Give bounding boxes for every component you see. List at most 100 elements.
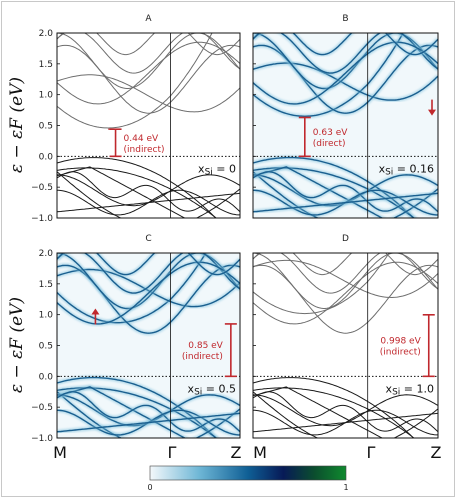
band-line-A-10 (57, 166, 186, 218)
xsi-symbol-D: x (386, 382, 393, 395)
band-line-C-6 (57, 253, 240, 276)
band-line-C-5 (57, 261, 240, 325)
band-line-A-14 (57, 192, 240, 213)
ytick-label-A-6: −1.0 (31, 214, 53, 224)
xsi-symbol-C: x (188, 382, 195, 395)
xsi-annotation-B: xSi = 0.16 (379, 162, 434, 177)
xsi-symbol-A: x (198, 162, 205, 175)
ytick-label-A-0: 2.0 (39, 29, 54, 39)
ytick-label-A-1: 1.5 (39, 60, 53, 70)
xsi-subscript-B: Si (385, 167, 393, 177)
band-line-C-14 (57, 412, 240, 433)
ytick-label-A-4: 0.0 (39, 152, 54, 162)
band-line-B-14 (253, 192, 438, 213)
band-line-A-12 (57, 171, 240, 213)
ytick-label-A-3: 0.5 (39, 122, 53, 132)
panel-title-C: C (145, 234, 151, 244)
xsi-value-B: = 0.16 (393, 162, 434, 175)
panel-frame-A (56, 32, 241, 219)
arrow-head-B (428, 109, 436, 116)
gap-value-label-A: 0.44 eV (124, 134, 159, 144)
xsi-annotation-C: xSi = 0.5 (188, 382, 236, 397)
band-line-C-9 (57, 391, 240, 438)
kpath-label-gamma-left: Γ (168, 443, 177, 462)
band-line-A-1 (57, 74, 240, 113)
gap-value-label-C: 0.85 eV (188, 341, 223, 351)
panel-title-A: A (145, 14, 152, 24)
y-axis-label-top: ε − εF (eV) (7, 77, 27, 173)
ytick-label-C-6: −1.0 (31, 434, 53, 444)
band-line-D-1 (253, 259, 438, 299)
gap-type-label-C: (indirect) (182, 352, 223, 362)
xsi-annotation-A: xSi = 0 (198, 162, 236, 177)
band-line-A-4 (57, 33, 240, 74)
panel-title-B: B (342, 14, 348, 24)
colorbar-max-label: 1 (343, 483, 348, 492)
band-line-B-10 (253, 166, 384, 218)
band-line-A-5 (57, 41, 240, 105)
panel-B-plot (253, 33, 438, 218)
panel-title-D: D (342, 234, 349, 244)
band-line-A-3 (57, 33, 240, 89)
kpath-label-z-left: Z (231, 443, 242, 462)
xsi-subscript-A: Si (205, 167, 213, 177)
band-line-D-2 (253, 264, 438, 334)
panel-C-plot (57, 253, 240, 438)
band-line-A-2 (57, 44, 240, 114)
band-line-D-4 (253, 253, 438, 294)
ytick-label-C-2: 1.0 (39, 311, 54, 321)
band-line-B-1 (253, 62, 438, 101)
band-line-C-10 (57, 386, 187, 438)
ytick-label-C-0: 2.0 (39, 249, 54, 259)
gap-type-label-D: (indirect) (380, 348, 421, 358)
band-line-A-7 (57, 157, 217, 218)
xsi-value-C: = 0.5 (202, 382, 236, 395)
ytick-label-C-4: 0.0 (39, 372, 54, 382)
band-line-D-9 (253, 391, 438, 438)
band-line-D-12 (253, 391, 438, 433)
ytick-label-A-5: −0.5 (31, 183, 53, 193)
colorbar (149, 465, 347, 481)
kpath-label-m-left: M (53, 443, 67, 462)
kpath-label-gamma-right: Γ (367, 443, 376, 462)
ytick-label-A-2: 1.0 (39, 91, 54, 101)
band-line-B-9 (253, 171, 438, 218)
xsi-symbol-B: x (379, 162, 386, 175)
gap-type-label-B: (direct) (313, 139, 346, 149)
band-line-C-4 (57, 253, 240, 294)
band-line-A-6 (57, 33, 240, 56)
band-line-B-4 (253, 33, 438, 74)
gap-type-label-A: (indirect) (124, 145, 165, 155)
band-line-D-7 (253, 377, 415, 438)
band-line-D-14 (253, 412, 438, 433)
xsi-annotation-D: xSi = 1.0 (386, 382, 434, 397)
ytick-label-C-5: −0.5 (31, 403, 53, 413)
band-line-D-0 (253, 253, 390, 315)
band-line-D-5 (253, 261, 438, 325)
band-line-B-6 (253, 33, 438, 56)
gap-value-label-B: 0.63 eV (313, 128, 348, 138)
band-line-D-6 (253, 253, 438, 276)
y-axis-label-bottom: ε − εF (eV) (7, 297, 27, 393)
gap-value-label-D: 0.998 eV (380, 337, 421, 347)
ytick-label-C-1: 1.5 (39, 280, 53, 290)
band-line-D-3 (253, 253, 438, 309)
band-line-B-5 (253, 41, 438, 105)
panel-A-plot (57, 33, 240, 218)
kpath-label-z-right: Z (431, 443, 442, 462)
xsi-value-A: = 0 (213, 162, 236, 175)
xsi-value-D: = 1.0 (400, 382, 434, 395)
xsi-subscript-C: Si (194, 387, 202, 397)
band-line-B-0 (253, 33, 405, 118)
band-line-D-10 (253, 386, 384, 438)
arrow-head-C (91, 308, 100, 315)
panel-D-plot (253, 253, 438, 438)
xsi-subscript-D: Si (392, 387, 400, 397)
ytick-label-C-3: 0.5 (39, 342, 53, 352)
band-line-C-0 (57, 253, 207, 324)
colorbar-min-label: 0 (147, 483, 152, 492)
band-line-A-9 (57, 171, 240, 218)
panel-B-background (253, 33, 438, 218)
